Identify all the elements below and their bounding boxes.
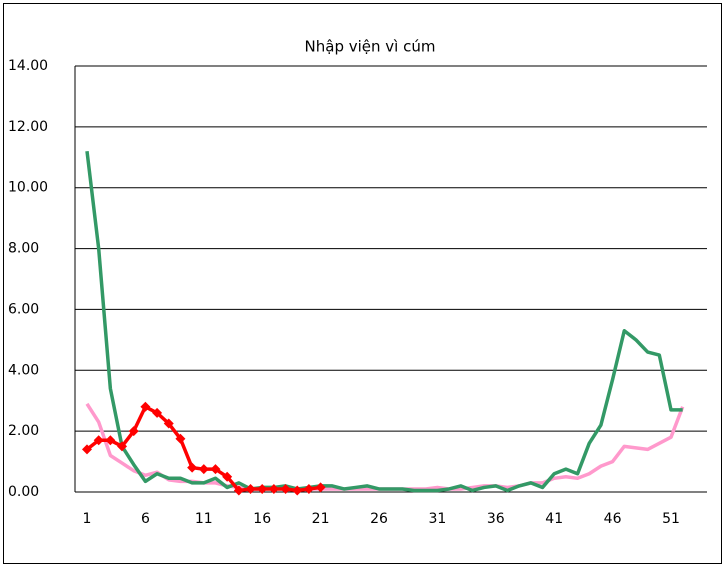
x-tick-label: 36 [487,511,505,527]
x-tick-label: 46 [604,511,622,527]
data-point [315,482,326,493]
x-tick-label: 51 [662,511,680,527]
data-point [303,483,314,494]
chart-title: Nhập viện vì cúm [305,38,436,56]
data-point [257,483,268,494]
x-tick-label: 16 [253,511,271,527]
data-point [198,464,209,475]
y-tick-label: 12.00 [8,119,48,135]
x-tick-label: 31 [428,511,446,527]
data-point [245,483,256,494]
x-tick-label: 11 [195,511,213,527]
data-point [128,426,139,437]
data-point [210,464,221,475]
data-point [93,435,104,446]
data-point [117,441,128,452]
data-point [82,444,92,455]
x-tick-label: 1 [83,511,92,527]
x-tick-label: 41 [545,511,563,527]
y-tick-label: 4.00 [8,362,39,378]
data-point [292,485,303,496]
data-point [222,471,233,482]
y-tick-label: 2.00 [8,423,39,439]
data-point [152,407,163,418]
data-point [105,435,116,446]
data-point [175,433,186,444]
y-tick-label: 10.00 [8,180,48,196]
data-point [140,401,151,412]
data-point [187,462,198,473]
x-tick-label: 26 [370,511,388,527]
x-tick-label: 21 [312,511,330,527]
series-line [85,150,683,493]
data-point [268,483,279,494]
data-point [280,483,291,494]
data-point [233,485,244,496]
y-tick-label: 8.00 [8,241,39,257]
y-tick-label: 0.00 [8,484,39,500]
x-tick-label: 6 [141,511,150,527]
y-tick-label: 6.00 [8,301,39,317]
y-tick-label: 14.00 [8,58,48,74]
chart-frame [3,3,722,564]
data-point [163,418,174,429]
